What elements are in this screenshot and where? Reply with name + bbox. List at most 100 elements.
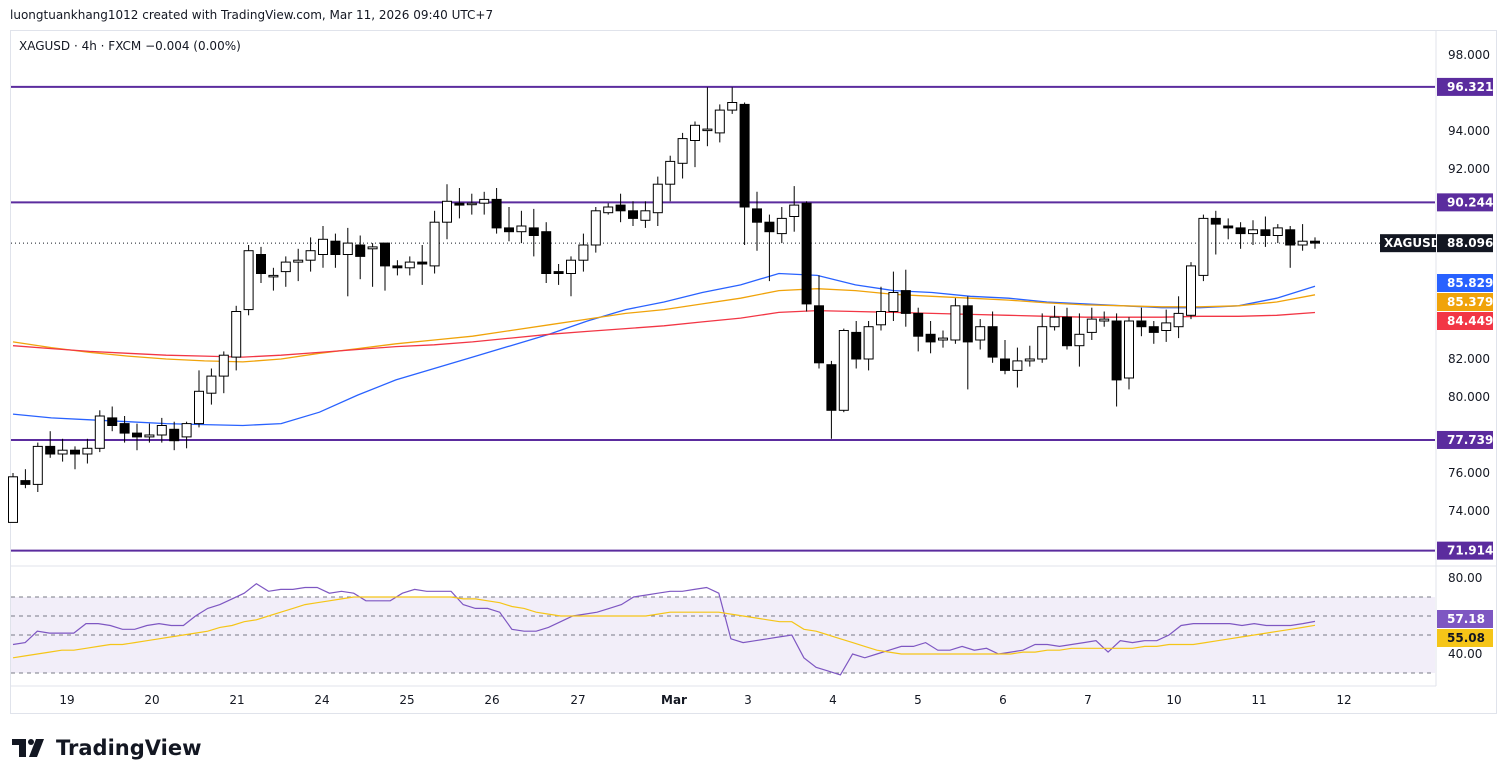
candle-body — [1161, 322, 1172, 331]
x-tick-label: 26 — [484, 693, 499, 707]
y-tick-label: 92.000 — [1448, 162, 1490, 176]
candle-body — [57, 449, 68, 455]
candle-body — [665, 160, 676, 185]
candle-body — [727, 102, 738, 111]
candle-body — [1198, 217, 1209, 276]
x-tick-label: 20 — [144, 693, 159, 707]
candle-body — [119, 423, 130, 434]
candle-body — [305, 250, 316, 261]
moving-average-line — [12, 272, 1316, 427]
candle-body — [504, 227, 514, 233]
candle-body — [1024, 358, 1035, 362]
candle-body — [566, 259, 576, 275]
candle-body — [1248, 229, 1258, 235]
candle-body — [814, 305, 824, 364]
candle-body — [1136, 320, 1147, 328]
symbol-legend: XAGUSD · 4h · FXCM −0.004 (0.00%) — [19, 39, 241, 53]
candle-body — [578, 244, 589, 261]
candle-body — [541, 231, 552, 274]
candle-body — [900, 290, 911, 314]
candle-body — [628, 210, 638, 219]
candle-body — [1173, 312, 1184, 328]
candle-body — [479, 198, 490, 204]
candle-body — [528, 227, 539, 236]
candle-body — [1111, 320, 1122, 381]
candle-body — [962, 305, 973, 343]
candle-body — [987, 326, 998, 358]
rsi-y-tick-label: 40.00 — [1448, 647, 1482, 661]
candle-body — [1086, 318, 1097, 333]
candle-body — [417, 261, 428, 265]
candle-body — [851, 331, 862, 360]
candle-body — [429, 221, 440, 267]
ma-value-badge-label: 84.449 — [1447, 314, 1493, 328]
x-tick-label: 24 — [314, 693, 329, 707]
candle-body — [94, 415, 105, 449]
x-tick-label: 10 — [1166, 693, 1181, 707]
candle-body — [553, 271, 564, 275]
candle-body — [380, 242, 390, 267]
x-tick-label: 12 — [1336, 693, 1351, 707]
candle-body — [1285, 229, 1296, 246]
ma-value-badge — [1437, 274, 1493, 292]
candle-body — [218, 354, 229, 377]
candle-body — [739, 103, 750, 208]
candle-body — [342, 242, 353, 256]
y-tick-label: 98.000 — [1448, 48, 1490, 62]
x-tick-label: Mar — [661, 693, 687, 707]
candle-body — [1297, 240, 1308, 246]
candle-body — [975, 326, 986, 341]
candle-body — [1235, 227, 1246, 235]
level-badge-label: 71.914 — [1447, 544, 1493, 558]
x-tick-label: 25 — [399, 693, 414, 707]
candle-body — [1310, 240, 1320, 244]
candle-body — [801, 202, 812, 305]
level-badge-label: 96.321 — [1447, 80, 1493, 94]
candle-body — [1223, 225, 1234, 229]
x-tick-label: 27 — [570, 693, 585, 707]
candle-body — [677, 138, 688, 164]
x-tick-label: 19 — [59, 693, 74, 707]
candle-body — [1012, 360, 1023, 371]
candle-body — [913, 312, 924, 337]
rsi-series-line — [12, 596, 1316, 659]
rsi-value-badge-label: 55.08 — [1447, 631, 1485, 645]
symbol-badge-label: XAGUSD — [1384, 236, 1441, 250]
candle-body — [20, 480, 31, 485]
y-tick-label: 80.000 — [1448, 390, 1490, 404]
candle-body — [863, 326, 874, 360]
candle-body — [789, 204, 800, 218]
candle-body — [764, 221, 775, 233]
candle-body — [1210, 217, 1221, 225]
candle-body — [925, 333, 936, 343]
tradingview-logo: TradingView — [12, 736, 201, 760]
candle-body — [280, 261, 291, 273]
candle-body — [206, 375, 217, 394]
x-tick-label: 6 — [999, 693, 1007, 707]
candle-body — [32, 445, 43, 485]
candle-body — [1099, 318, 1110, 322]
level-badge-label: 90.244 — [1447, 195, 1493, 209]
y-tick-label: 82.000 — [1448, 352, 1490, 366]
candle-body — [243, 250, 254, 311]
level-badge — [1437, 193, 1493, 212]
ma-value-badge-label: 85.829 — [1447, 276, 1493, 290]
level-badge — [1437, 430, 1493, 449]
rsi-series-line — [12, 582, 1316, 676]
x-tick-label: 7 — [1084, 693, 1092, 707]
candle-body — [1062, 316, 1072, 347]
x-tick-label: 5 — [914, 693, 922, 707]
candle-body — [1148, 326, 1159, 333]
candle-body — [156, 425, 167, 436]
candle-body — [590, 210, 601, 246]
candle-body — [615, 204, 626, 212]
candle-body — [652, 183, 663, 214]
candle-body — [888, 292, 899, 312]
candle-body — [838, 330, 849, 411]
candle-body — [876, 311, 886, 326]
candle-body — [1049, 316, 1060, 328]
candle-body — [714, 109, 725, 134]
y-tick-label: 94.000 — [1448, 124, 1490, 138]
candle-body — [702, 128, 713, 132]
